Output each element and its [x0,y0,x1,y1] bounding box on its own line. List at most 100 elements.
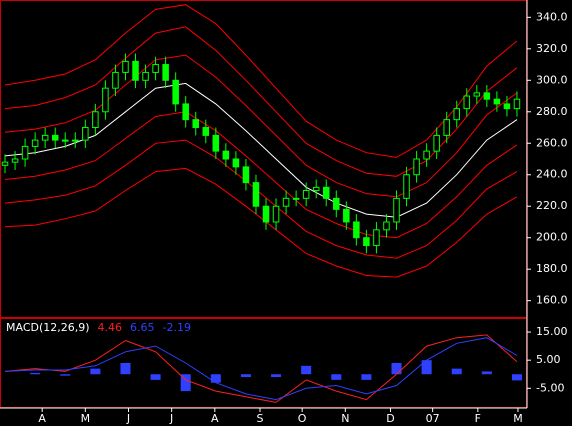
line [4,82,518,218]
histogram-bar [240,374,251,378]
line [4,111,518,239]
candle-body [493,98,501,105]
histogram-bar [180,374,191,392]
y-tick-label: 300.0 [536,73,568,86]
y-tick-label: 5.00 [536,353,561,366]
candle-body [333,197,340,210]
candle-body [353,221,360,239]
candle-body [252,182,260,207]
y-tick-label: 280.0 [536,105,568,118]
line [4,167,518,278]
candle-body [272,205,280,223]
x-tick-label: A [211,412,219,425]
histogram-bar [60,374,71,376]
candle-body [282,197,290,207]
candle-body [122,60,129,73]
x-tick-label: D [386,412,394,425]
candle-body [202,127,210,136]
candle-body [413,158,420,176]
y-tick-label: 160.0 [536,294,568,307]
candle-body [41,134,49,141]
x-tick-label: O [298,412,307,425]
candle-body [212,134,220,152]
histogram-bar [90,368,101,375]
histogram-readout: -2.19 [163,321,191,334]
candle-body [21,145,29,160]
y-tick-label: 200.0 [536,231,568,244]
line [4,54,518,198]
histogram-bar [331,374,342,380]
candle-body [192,119,200,129]
histogram-bar [301,365,312,375]
candle-body [172,79,179,105]
candle-body [51,134,59,141]
candle-body [232,158,240,168]
histogram-bar [150,374,161,380]
candle-body [11,158,19,163]
line [4,26,518,177]
y-tick-label: 240.0 [536,168,568,181]
candle-body [262,205,270,223]
candle-body [302,189,310,199]
candle-body [473,92,481,97]
candle-body [82,127,89,141]
x-tick-label: N [341,412,349,425]
candle-body [322,186,330,199]
candle-body [132,60,139,81]
histogram-bar [391,363,402,375]
candle-body [343,208,350,223]
y-tick-label: 15.00 [536,325,568,338]
candle-body [453,108,460,121]
macd-legend: MACD(12,26,9) 4.46 6.65 -2.19 [6,321,191,334]
line [4,4,518,158]
x-tick-label: F [475,412,481,425]
histogram-bar [361,374,372,380]
histogram-bar [120,363,131,375]
line [4,139,518,259]
candle-body [242,166,250,184]
candle-body [102,87,109,113]
candle-body [483,92,491,100]
macd-label: MACD(12,26,9) [6,321,90,334]
line [4,334,518,403]
macd-readout: 4.46 [98,321,123,334]
y-tick-label: 180.0 [536,262,568,275]
histogram-bar [271,374,282,378]
candle-body [363,237,370,247]
candle-body [142,71,149,81]
candle-body [1,161,9,166]
candle-body [31,139,39,147]
histogram-bar [511,374,522,381]
plot-area [1,4,521,278]
line [4,337,518,401]
histogram-bar [481,371,492,375]
y-tick-label: 340.0 [536,10,568,23]
histogram-bar [451,368,462,375]
histogram-bar [421,360,432,375]
candle-body [443,119,450,136]
candle-body [433,134,440,152]
candle-body [61,139,69,142]
x-tick-label: S [256,412,263,425]
candle-body [152,64,159,73]
candle-body [312,186,320,191]
candle-body [373,229,380,247]
histogram-bar [30,372,41,375]
x-tick-label: M [81,412,91,425]
x-tick-label: J [169,412,173,425]
panel-frame [0,0,527,318]
candle-body [222,150,230,160]
y-tick-label: 220.0 [536,199,568,212]
candle-body [423,150,430,160]
signal-readout: 6.65 [130,321,155,334]
candle-body [503,103,511,110]
y-tick-label: 260.0 [536,136,568,149]
candle-body [463,95,471,110]
candle-body [112,71,119,89]
candle-body [513,98,521,110]
histogram-bar [210,374,221,383]
candle-body [72,139,79,142]
x-tick-label: J [126,412,130,425]
